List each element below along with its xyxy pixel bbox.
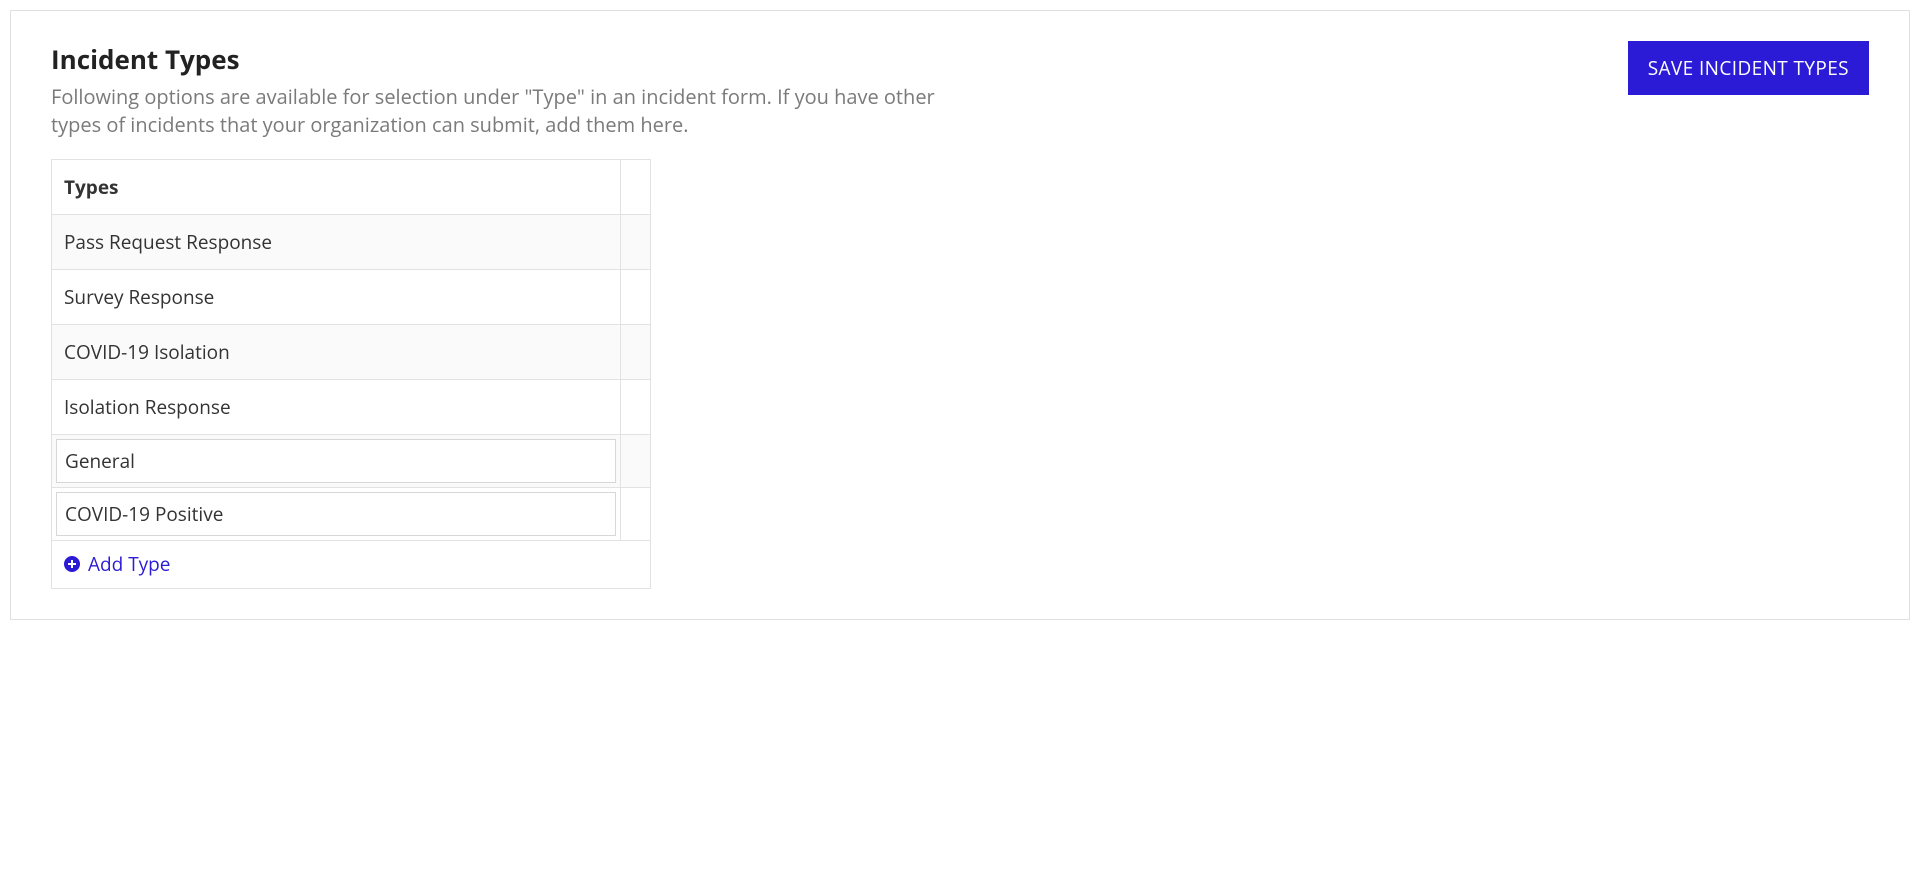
- type-name-cell: COVID-19 Isolation: [52, 325, 621, 380]
- type-name-cell: Survey Response: [52, 270, 621, 325]
- table-row: COVID-19 Isolation: [52, 325, 651, 380]
- panel-header: Incident Types Following options are ava…: [51, 41, 1869, 139]
- incident-types-table: Types Pass Request ResponseSurvey Respon…: [51, 159, 651, 589]
- row-action-cell: [621, 270, 651, 325]
- add-type-button[interactable]: Add Type: [64, 551, 170, 577]
- table-row: Survey Response: [52, 270, 651, 325]
- type-name-input[interactable]: [56, 492, 616, 536]
- table-row: Pass Request Response: [52, 215, 651, 270]
- type-name-cell: Pass Request Response: [52, 215, 621, 270]
- header-text: Incident Types Following options are ava…: [51, 41, 951, 139]
- page-title: Incident Types: [51, 41, 951, 77]
- type-name-cell: Isolation Response: [52, 380, 621, 435]
- types-column-header: Types: [52, 160, 621, 215]
- page-description: Following options are available for sele…: [51, 83, 951, 139]
- table-row: Isolation Response: [52, 380, 651, 435]
- row-action-cell: [621, 325, 651, 380]
- row-action-cell: [621, 488, 651, 541]
- row-action-cell: [621, 380, 651, 435]
- row-action-cell: [621, 435, 651, 488]
- table-row: [52, 435, 651, 488]
- save-incident-types-button[interactable]: SAVE INCIDENT TYPES: [1628, 41, 1869, 95]
- add-type-label: Add Type: [88, 551, 170, 577]
- types-action-column-header: [621, 160, 651, 215]
- row-action-cell: [621, 215, 651, 270]
- type-name-input[interactable]: [56, 439, 616, 483]
- incident-types-panel: Incident Types Following options are ava…: [10, 10, 1910, 620]
- table-row: [52, 488, 651, 541]
- plus-circle-icon: [64, 556, 80, 572]
